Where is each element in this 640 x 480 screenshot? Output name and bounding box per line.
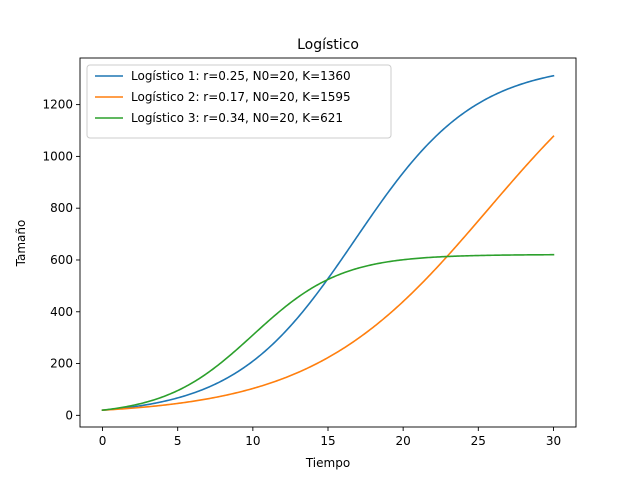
x-tick-label: 15 bbox=[320, 434, 335, 448]
y-axis-ticks: 0 200 400 600 800 1000 1200 bbox=[42, 98, 80, 422]
x-axis-ticks: 0 5 10 15 20 25 30 bbox=[99, 427, 561, 448]
y-tick-label: 400 bbox=[50, 305, 73, 319]
legend-label-2: Logístico 2: r=0.17, N0=20, K=1595 bbox=[131, 90, 351, 104]
y-tick-label: 200 bbox=[50, 357, 73, 371]
x-tick-label: 25 bbox=[471, 434, 486, 448]
x-tick-label: 0 bbox=[99, 434, 107, 448]
x-tick-label: 10 bbox=[245, 434, 260, 448]
x-tick-label: 20 bbox=[396, 434, 411, 448]
y-tick-label: 600 bbox=[50, 253, 73, 267]
legend-label-1: Logístico 1: r=0.25, N0=20, K=1360 bbox=[131, 69, 351, 83]
chart-title: Logístico bbox=[297, 37, 359, 53]
x-tick-label: 30 bbox=[546, 434, 561, 448]
y-axis-label: Tamaño bbox=[14, 220, 28, 268]
legend-box bbox=[86, 64, 392, 139]
y-tick-label: 1000 bbox=[42, 149, 73, 163]
y-tick-label: 800 bbox=[50, 201, 73, 215]
series-line-2 bbox=[101, 135, 555, 412]
legend: Logístico 1: r=0.25, N0=20, K=1360 Logíst… bbox=[86, 64, 392, 139]
y-tick-label: 0 bbox=[65, 408, 73, 422]
legend-label-3: Logístico 3: r=0.34, N0=20, K=621 bbox=[131, 111, 343, 125]
x-tick-label: 5 bbox=[174, 434, 182, 448]
y-tick-label: 1200 bbox=[42, 98, 73, 112]
x-axis-label: Tiempo bbox=[305, 456, 350, 470]
series-line-3 bbox=[101, 253, 555, 412]
